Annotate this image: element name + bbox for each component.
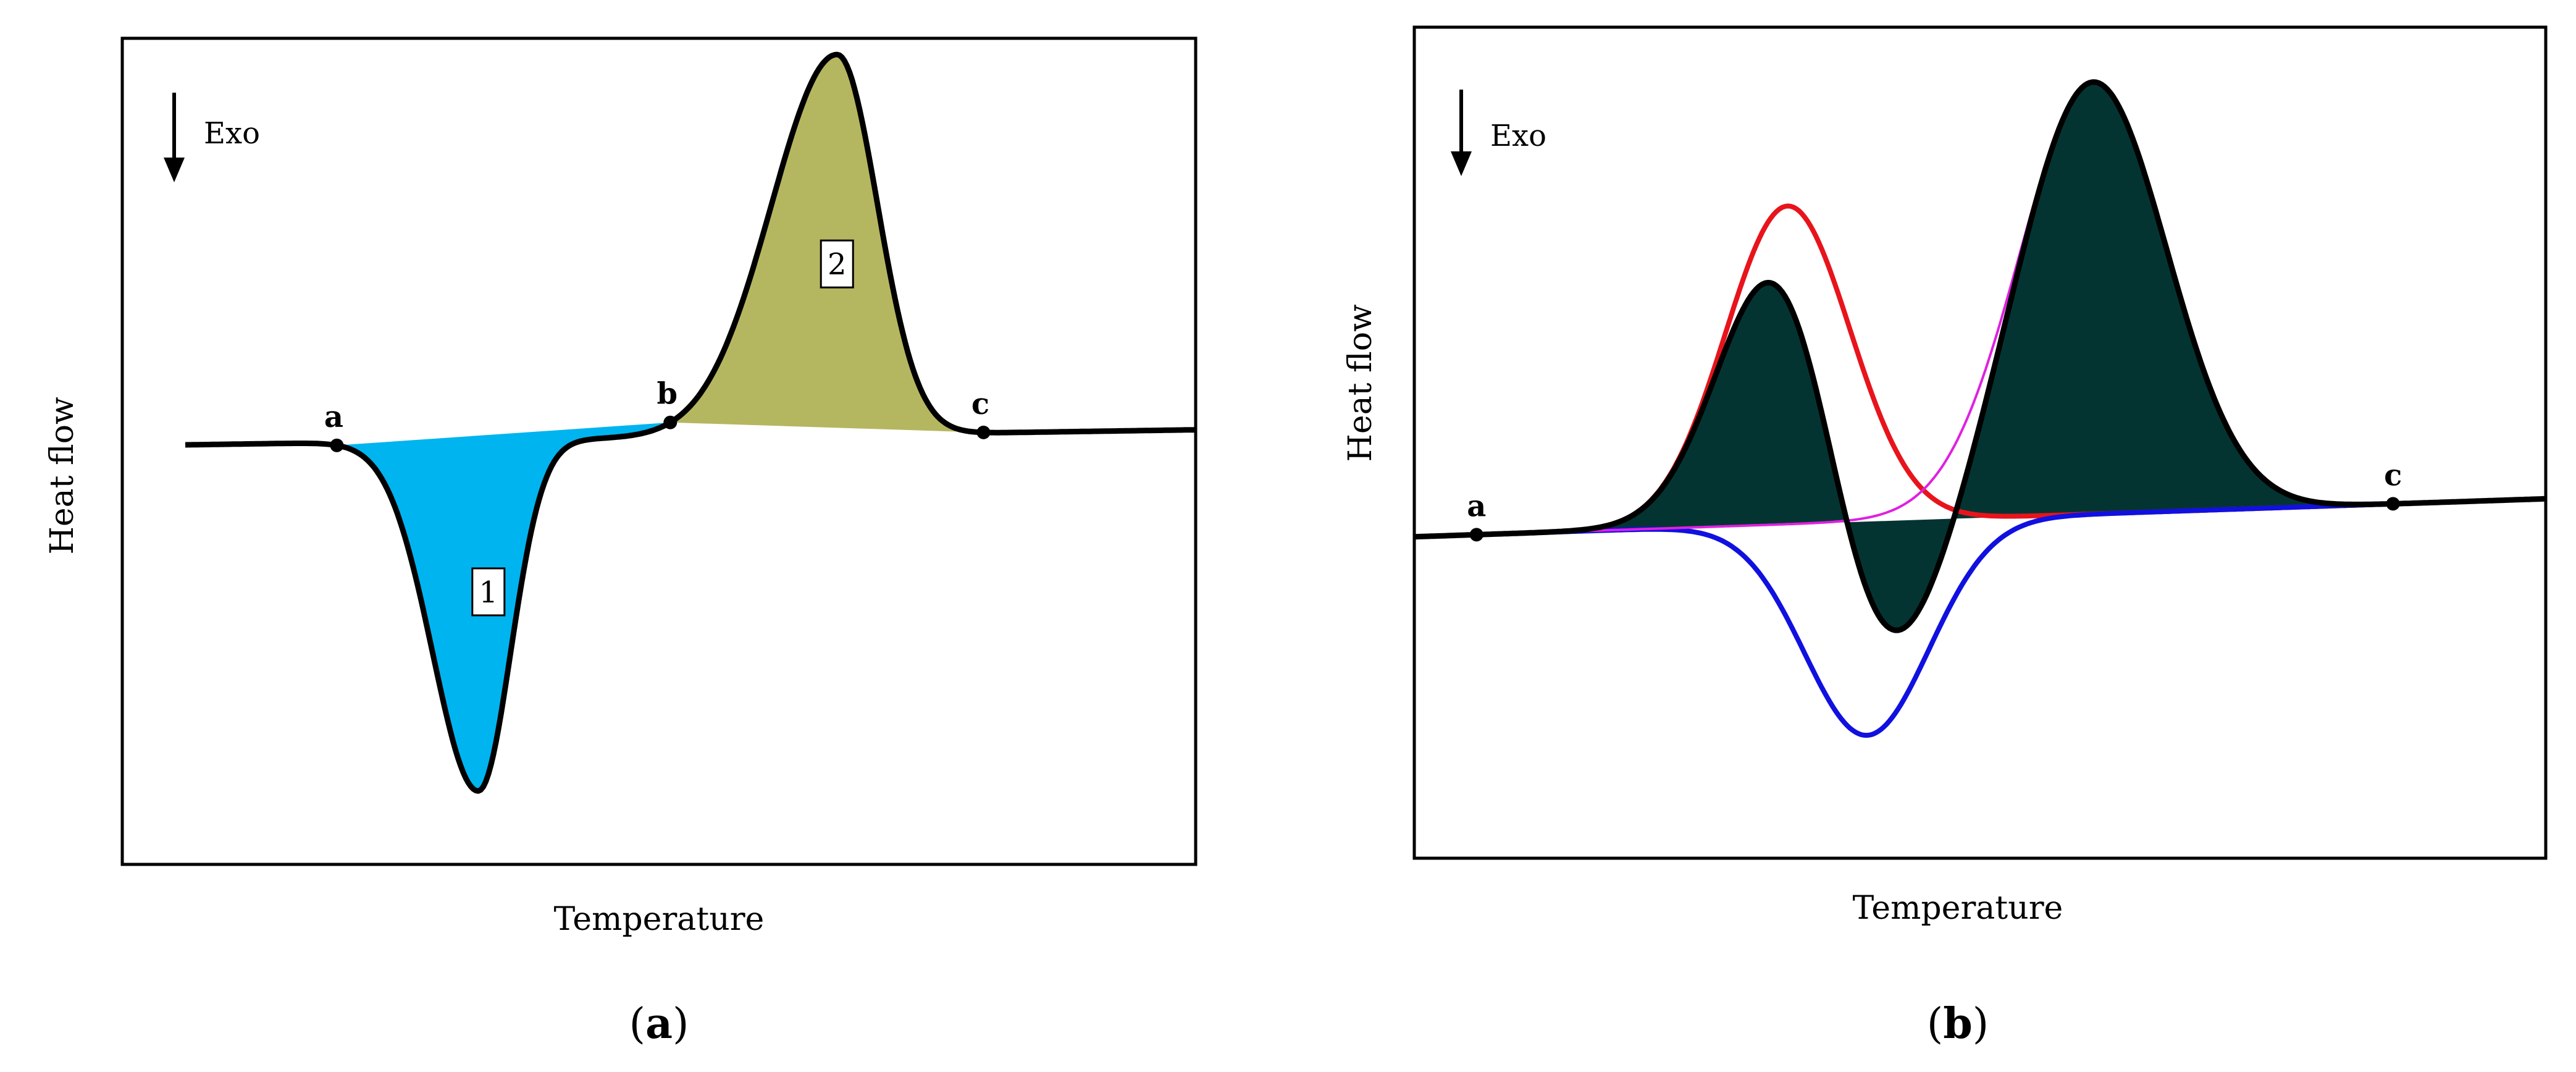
panel-b-point-a-marker [1469,528,1483,542]
panel-b-caption: (b) [1927,999,1989,1049]
panel-a-region-2-label: 2 [828,247,847,282]
panel-a-region-2-label-box [820,239,854,289]
panel-b-frame [1412,25,2548,860]
panel-a-frame [120,36,1198,866]
panel-a-region-1-label: 1 [479,575,498,610]
panel-b-point-c-label: c [2384,458,2402,492]
panel-b-measured-curve [1414,79,2546,633]
panel-b-point-a-label: a [1467,489,1486,523]
panel-a-x-axis-label: Temperature [554,901,765,938]
panel-a-caption-letter: a [645,999,673,1049]
panel-b-x-axis-label: Temperature [1853,890,2063,927]
panel-a-point-b-label: b [657,377,678,411]
panel-a-exo-indicator: Exo [164,93,260,182]
panel-a-point-a-marker [330,438,344,452]
panel-a-exo-arrow-head [164,158,185,182]
panel-b-y-axis-label: Heat flow [1342,304,1379,462]
panel-a-heat-flow-curve [185,51,1196,794]
panel-b-peak-area-fill [1476,82,2393,631]
panel-b-exo-label: Exo [1490,119,1546,153]
panel-a-y-axis-label: Heat flow [44,397,81,554]
panel-a-exo-label: Exo [204,116,260,151]
panel-a-chart: a b c 1 2 Exo Heat flow Temperature (a) [44,36,1198,1049]
panel-b-exo-indicator: Exo [1451,90,1546,176]
panel-a-point-a-label: a [324,400,343,434]
panel-b-point-c-marker [2386,497,2400,511]
panel-a-point-b-marker [663,415,678,429]
panel-b-chart: a c Exo Heat flow Temperature (b) [1342,25,2548,1049]
panel-a-point-c-label: c [971,387,989,421]
panel-a-region-1-label-box [471,567,506,617]
panel-b-exo-arrow-head [1451,151,1472,176]
panel-a-point-c-marker [976,425,991,439]
panel-a-caption: (a) [629,999,689,1049]
panel-b-caption-letter: b [1943,999,1973,1049]
